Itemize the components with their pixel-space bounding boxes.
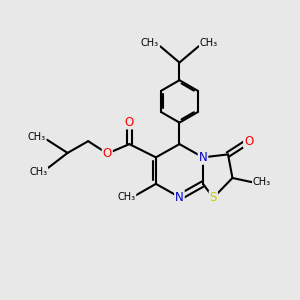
Text: CH₃: CH₃ [141,38,159,48]
Text: S: S [210,191,217,204]
Text: O: O [103,147,112,160]
Text: CH₃: CH₃ [200,38,218,48]
Text: CH₃: CH₃ [253,177,271,188]
Text: CH₃: CH₃ [117,192,136,202]
Text: CH₃: CH₃ [29,167,47,177]
Text: N: N [175,190,184,204]
Text: O: O [244,135,253,148]
Text: CH₃: CH₃ [28,132,46,142]
Text: O: O [125,116,134,128]
Text: N: N [199,151,207,164]
